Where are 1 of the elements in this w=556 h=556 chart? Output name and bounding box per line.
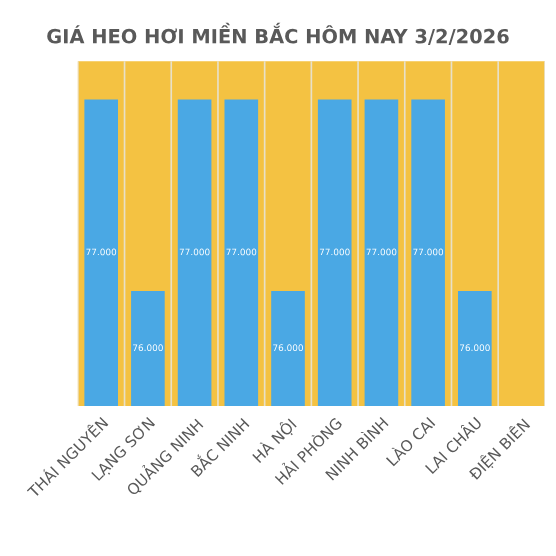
chart-title: GIÁ HEO HƠI MIỀN BẮC HÔM NAY 3/2/2026 [47,22,509,46]
